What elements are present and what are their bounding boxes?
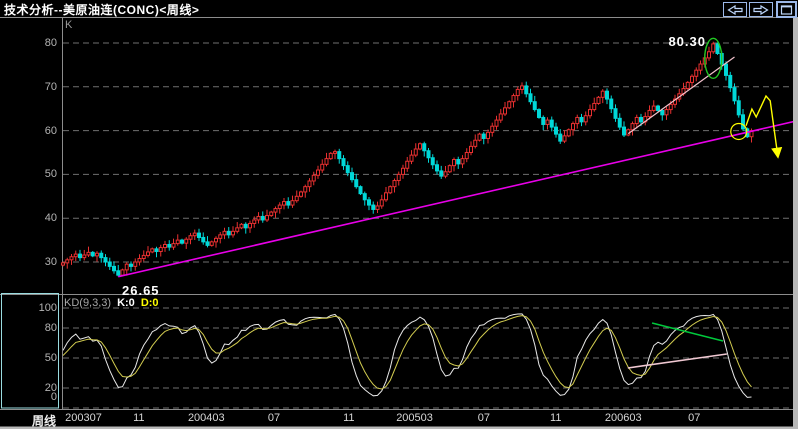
- candlestick-series: [61, 41, 754, 277]
- arrow-right-icon: [753, 4, 769, 15]
- time-axis-label: 07: [267, 412, 281, 424]
- peak-price-annotation: 80.30: [668, 34, 706, 49]
- arrow-left-icon: [727, 4, 743, 15]
- forecast-arrow: [745, 94, 783, 159]
- maximize-button[interactable]: [776, 1, 797, 18]
- k-line: [63, 313, 752, 398]
- price-axis-label: 80: [44, 37, 57, 49]
- kd-lines: [63, 313, 752, 398]
- kd-k-value: K:0: [117, 297, 135, 309]
- back-button[interactable]: [723, 2, 747, 17]
- time-axis-label: 11: [133, 412, 145, 424]
- time-axis-label: 07: [477, 412, 491, 424]
- drawing-overlays: [118, 37, 798, 369]
- kd-pink-trendline: [627, 353, 727, 369]
- kd-axis-label: 80: [44, 322, 57, 334]
- breakdown-circle: [730, 122, 748, 141]
- magenta-trendline: [118, 119, 798, 278]
- kd-axis-label: 20: [44, 382, 57, 394]
- price-axis-label: 30: [44, 256, 57, 268]
- time-axis-label: 200503: [396, 412, 433, 424]
- window-title: 技术分析--美原油连(CONC)<周线>: [4, 3, 200, 17]
- kd-green-trendline: [651, 322, 724, 342]
- gridlines: [63, 42, 792, 409]
- kd-gutter-highlight: [1, 293, 59, 409]
- time-axis-label: 11: [343, 412, 355, 424]
- price-axis-label: 50: [44, 168, 57, 181]
- kd-axis-label: 50: [44, 352, 57, 364]
- peak-ellipse: [704, 37, 723, 80]
- price-axis-label: 70: [44, 80, 57, 93]
- main-pane-indicator-label: K: [65, 19, 73, 31]
- axes: [0, 17, 798, 410]
- time-axis-label: 200603: [604, 412, 642, 424]
- price-axis-label: 60: [44, 124, 57, 137]
- kd-axis-label: 0: [50, 391, 57, 403]
- low-price-annotation: 26.65: [122, 283, 160, 298]
- title-bar: 技术分析--美原油连(CONC)<周线>: [0, 0, 798, 17]
- window-right-border: [793, 0, 798, 429]
- kd-indicator-name: KD(9,3,3): [64, 297, 112, 309]
- time-axis-label: 200307: [65, 412, 102, 424]
- time-axis-label: 11: [550, 412, 562, 424]
- kd-axis-label: 100: [38, 302, 57, 314]
- period-label: 周线: [31, 414, 56, 428]
- maximize-icon: [780, 5, 793, 15]
- window-bottom-border: [0, 426, 798, 429]
- time-axis-label: 200403: [187, 412, 225, 424]
- support-trendline: [627, 56, 735, 135]
- d-line: [63, 315, 752, 390]
- price-axis-label: 40: [44, 212, 57, 225]
- forward-button[interactable]: [749, 2, 773, 17]
- kd-indicator-header: KD(9,3,3) K:0 D:0: [64, 297, 159, 309]
- time-axis-label: 07: [688, 412, 701, 424]
- kd-d-value: D:0: [140, 297, 159, 309]
